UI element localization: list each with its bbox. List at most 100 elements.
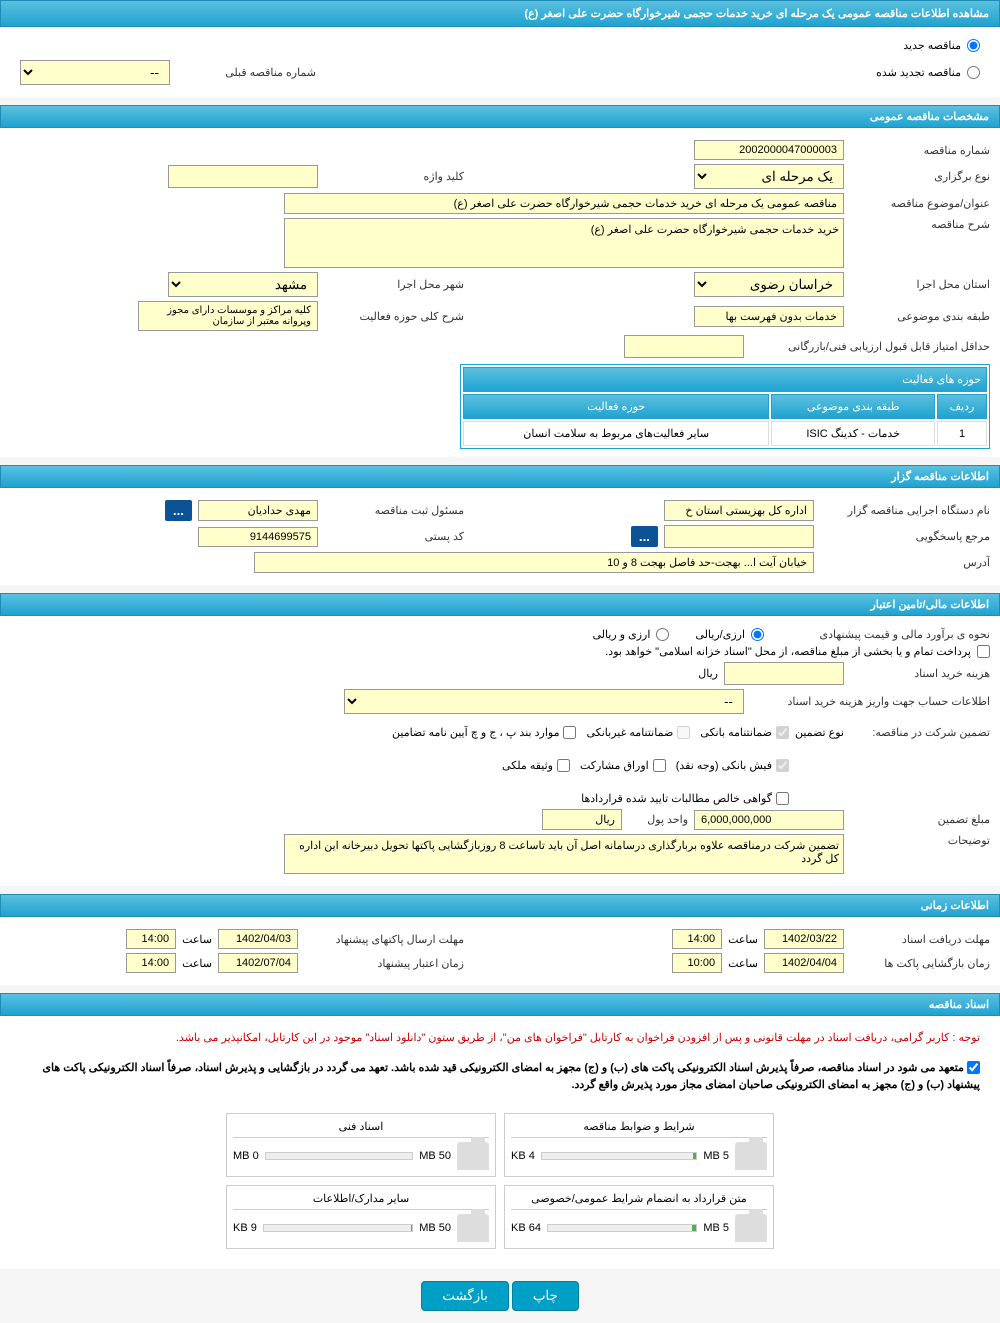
tender-number-label: شماره مناقصه xyxy=(850,144,990,157)
guarantee-label: تضمین شرکت در مناقصه: xyxy=(850,726,990,739)
cell-row: 1 xyxy=(937,421,987,446)
province-select[interactable]: خراسان رضوی xyxy=(694,272,844,297)
scope-label: شرح کلی حوزه فعالیت xyxy=(324,310,464,323)
notes-field: تضمین شرکت درمناقصه علاوه بربارگذاری درس… xyxy=(284,834,844,874)
category-field: خدمات بدون فهرست بها xyxy=(694,306,844,327)
receive-time-label: ساعت xyxy=(728,933,758,946)
folder-icon xyxy=(735,1142,767,1170)
keyword-input[interactable] xyxy=(168,165,318,188)
section-general: مشخصات مناقصه عمومی xyxy=(0,105,1000,128)
doc-box: شرایط و ضوابط مناقصه 5 MB 4 KB xyxy=(504,1113,774,1177)
cb-bank[interactable] xyxy=(776,726,789,739)
cell-scope: سایر فعالیت‌های مربوط به سلامت انسان xyxy=(463,421,769,446)
cb-property[interactable] xyxy=(557,759,570,772)
docs-grid: شرایط و ضوابط مناقصه 5 MB 4 KB اسناد فنی… xyxy=(10,1101,990,1261)
estimate-label: نحوه ی برآورد مالی و قیمت پیشنهادی xyxy=(770,628,990,641)
reference-browse-button[interactable]: ... xyxy=(631,526,658,547)
th-scope: حوزه فعالیت xyxy=(463,394,769,419)
doc-cost-input[interactable] xyxy=(724,662,844,685)
currency-opt1: ارزی/ریالی xyxy=(695,628,745,641)
radio-currency2[interactable] xyxy=(656,628,669,641)
min-score-label: حداقل امتیاز قابل قبول ارزیابی فنی/بازرگ… xyxy=(750,340,990,353)
open-label: زمان بازگشایی پاکت ها xyxy=(850,957,990,970)
keyword-label: کلید واژه xyxy=(324,170,464,183)
folder-icon xyxy=(457,1214,489,1242)
guarantee-type-label: نوع تضمین xyxy=(795,726,844,739)
activities-title: حوزه های فعالیت xyxy=(463,367,987,392)
city-select[interactable]: مشهد xyxy=(168,272,318,297)
doc-box: سایر مدارک/اطلاعات 50 MB 9 KB xyxy=(226,1185,496,1249)
cell-category: خدمات - کدینگ ISIC xyxy=(771,421,935,446)
doc-max: 50 MB xyxy=(419,1150,451,1162)
doc-size: 64 KB xyxy=(511,1222,541,1234)
unit-field: ریال xyxy=(542,809,622,830)
back-button[interactable]: بازگشت xyxy=(421,1281,509,1311)
doc-name: متن قرارداد به انضمام شرایط عمومی/خصوصی xyxy=(511,1192,767,1210)
doc-box: اسناد فنی 50 MB 0 MB xyxy=(226,1113,496,1177)
print-button[interactable]: چاپ xyxy=(512,1281,579,1311)
radio-renewed-label: مناقصه تجدید شده xyxy=(876,66,961,79)
cb-bank-label: ضمانتنامه بانکی xyxy=(700,726,772,739)
province-label: استان محل اجرا xyxy=(850,278,990,291)
section-timing: اطلاعات زمانی xyxy=(0,894,1000,917)
doc-name: اسناد فنی xyxy=(233,1120,489,1138)
cb-participation[interactable] xyxy=(653,759,666,772)
postal-field: 9144699575 xyxy=(198,527,318,547)
section-documents: اسناد مناقصه xyxy=(0,993,1000,1016)
open-time: 10:00 xyxy=(672,953,722,973)
type-label: نوع برگزاری xyxy=(850,170,990,183)
cb-cash[interactable] xyxy=(776,759,789,772)
validity-date: 1402/07/04 xyxy=(218,953,298,973)
type-select[interactable]: یک مرحله ای xyxy=(694,164,844,189)
doc-name: شرایط و ضوابط مناقصه xyxy=(511,1120,767,1138)
doc-max: 50 MB xyxy=(419,1222,451,1234)
account-label: اطلاعات حساب جهت واریز هزینه خرید اسناد xyxy=(750,695,990,708)
doc-cost-unit: ریال xyxy=(698,667,718,680)
radio-new-label: مناقصه جدید xyxy=(903,39,961,52)
city-label: شهر محل اجرا xyxy=(324,278,464,291)
doc-size: 4 KB xyxy=(511,1150,535,1162)
doc-max: 5 MB xyxy=(703,1150,729,1162)
cb-cash-label: فیش بانکی (وجه نقد) xyxy=(676,759,772,772)
table-row: 1 خدمات - کدینگ ISIC سایر فعالیت‌های مرب… xyxy=(463,421,987,446)
executive-field: اداره کل بهزیستی استان خ xyxy=(664,500,814,521)
reference-input[interactable] xyxy=(664,525,814,548)
send-label: مهلت ارسال پاکتهای پیشنهاد xyxy=(304,933,464,946)
doc-cost-label: هزینه خرید اسناد xyxy=(850,667,990,680)
doc-size: 0 MB xyxy=(233,1150,259,1162)
postal-label: کد پستی xyxy=(324,530,464,543)
cb-cases[interactable] xyxy=(563,726,576,739)
account-select[interactable]: -- xyxy=(344,689,744,714)
open-time-label: ساعت xyxy=(728,957,758,970)
activities-table: حوزه های فعالیت ردیف طبقه بندی موضوعی حو… xyxy=(460,364,990,449)
validity-time: 14:00 xyxy=(126,953,176,973)
cb-certificate[interactable] xyxy=(776,792,789,805)
cb-nonbank-label: ضمانتنامه غیربانکی xyxy=(586,726,673,739)
commitment-checkbox[interactable] xyxy=(967,1061,980,1074)
cb-participation-label: اوراق مشارکت xyxy=(580,759,649,772)
section-financial: اطلاعات مالی/تامین اعتبار xyxy=(0,593,1000,616)
desc-field: خرید خدمات حجمی شیرخوارگاه حضرت علی اصغر… xyxy=(284,218,844,268)
reference-label: مرجع پاسخگویی xyxy=(820,530,990,543)
radio-currency1[interactable] xyxy=(751,628,764,641)
receive-time: 14:00 xyxy=(672,929,722,949)
send-time: 14:00 xyxy=(126,929,176,949)
responsible-browse-button[interactable]: ... xyxy=(165,500,192,521)
subject-label: عنوان/موضوع مناقصه xyxy=(850,197,990,210)
doc-box: متن قرارداد به انضمام شرایط عمومی/خصوصی … xyxy=(504,1185,774,1249)
validity-time-label: ساعت xyxy=(182,957,212,970)
send-date: 1402/04/03 xyxy=(218,929,298,949)
radio-new-tender[interactable] xyxy=(967,39,980,52)
prev-number-label: شماره مناقصه قبلی xyxy=(176,66,316,79)
cb-nonbank[interactable] xyxy=(677,726,690,739)
guarantee-amount-label: مبلغ تضمین xyxy=(850,813,990,826)
doc-name: سایر مدارک/اطلاعات xyxy=(233,1192,489,1210)
open-date: 1402/04/04 xyxy=(764,953,844,973)
treasury-checkbox[interactable] xyxy=(977,645,990,658)
folder-icon xyxy=(735,1214,767,1242)
cb-certificate-label: گواهی خالص مطالبات تایید شده قراردادها xyxy=(581,792,772,805)
radio-renewed-tender[interactable] xyxy=(967,66,980,79)
prev-number-select[interactable]: -- xyxy=(20,60,170,85)
min-score-input[interactable] xyxy=(624,335,744,358)
cb-cases-label: موارد بند پ ، ج و چ آیین نامه تضامین xyxy=(392,726,559,739)
